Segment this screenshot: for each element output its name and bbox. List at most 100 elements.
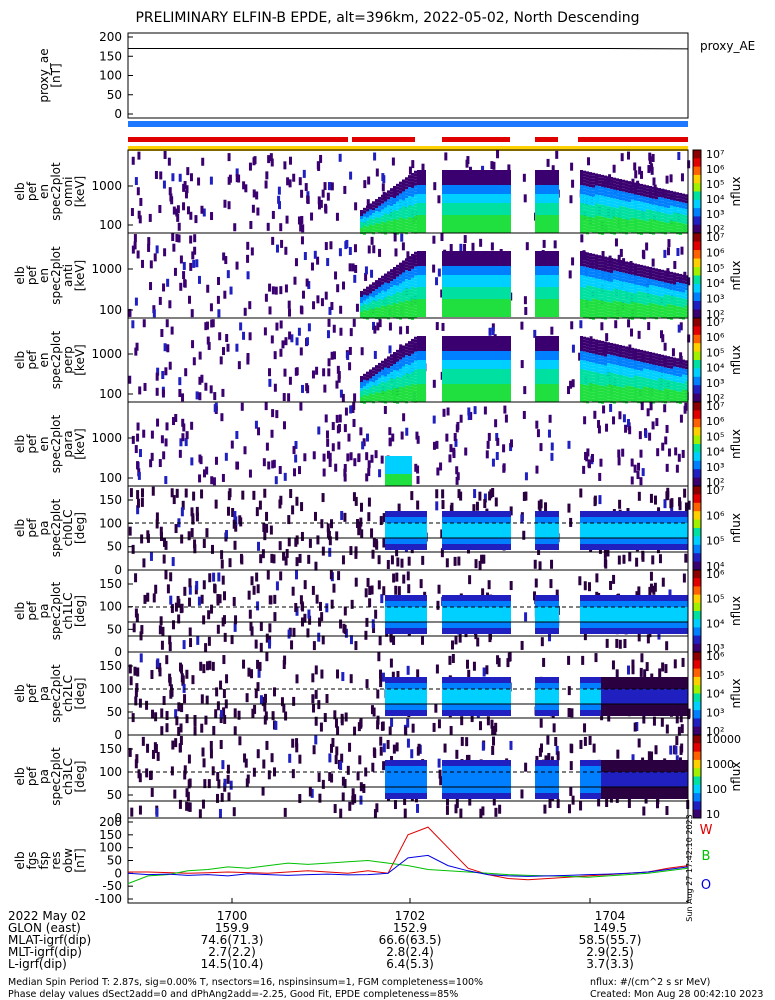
spectrogram-pixel: [402, 372, 405, 376]
spectrogram-pixel: [607, 176, 610, 180]
spectrogram-pixel: [682, 223, 685, 227]
spectrogram-pixel: [661, 287, 664, 291]
spectrogram-pixel: [580, 230, 583, 233]
spectrogram-pixel: [631, 217, 634, 221]
spectrogram-pixel: [411, 208, 414, 212]
spectrogram-pixel: [525, 242, 529, 251]
spectrogram-pixel: [661, 305, 664, 309]
spectrogram-pixel: [487, 302, 490, 305]
spectrogram-pixel: [481, 266, 484, 269]
spectrogram-pixel: [451, 390, 454, 393]
spectrogram-pixel: [472, 339, 475, 342]
spectrogram-pixel: [337, 370, 341, 379]
spectrogram-pixel: [553, 263, 556, 266]
spectrogram-pixel: [502, 200, 505, 203]
spectrogram-pixel: [411, 199, 414, 203]
spectrogram-pixel: [378, 371, 381, 375]
spectrogram-pixel: [631, 220, 634, 224]
spectrogram-pixel: [631, 196, 634, 200]
spectrogram-pixel: [445, 191, 448, 194]
spectrogram-pixel: [457, 387, 460, 390]
spectrogram-pixel: [402, 354, 405, 358]
spectrogram-pixel: [405, 288, 408, 292]
spectrogram-pixel: [496, 218, 499, 221]
spectrogram-pixel: [490, 399, 493, 402]
spectrogram-pixel: [381, 278, 384, 282]
spectrogram-pixel: [538, 257, 541, 260]
spectrogram-pixel: [396, 300, 399, 304]
spectrogram-pixel: [417, 194, 420, 197]
spectrogram-pixel: [679, 225, 682, 229]
spectrogram-pixel: [658, 311, 661, 315]
spectrogram-pixel: [469, 378, 472, 381]
spectrogram-pixel: [589, 265, 592, 269]
spectrogram-pixel: [481, 369, 484, 372]
spectrogram-pixel: [399, 265, 402, 269]
spectrogram-pixel: [502, 390, 505, 393]
spectrogram-pixel: [445, 188, 448, 191]
spectrogram-pixel: [378, 217, 381, 221]
spectrogram-pixel: [408, 277, 411, 281]
spectrogram-pixel: [646, 275, 649, 279]
panel-ylabel-pa_0: elb: [13, 519, 27, 537]
spectrogram-pixel: [676, 222, 679, 226]
spectrogram-pixel: [487, 339, 490, 342]
spectrogram-pixel: [604, 286, 607, 290]
spectrogram-pixel: [634, 272, 637, 276]
spectrogram-pixel: [192, 357, 196, 366]
spectrogram-pixel: [414, 299, 417, 303]
spectrogram-pixel: [451, 369, 454, 372]
spectrogram-pixel: [478, 351, 481, 354]
spectrogram-pixel: [544, 212, 547, 215]
spectrogram-pixel: [508, 182, 511, 185]
spectrogram-pixel: [445, 293, 448, 296]
spectrogram-pixel: [472, 308, 475, 311]
spectrogram-pixel: [366, 301, 369, 305]
spectrogram-pixel: [451, 296, 454, 299]
spectrogram-pixel: [408, 280, 411, 284]
spectrogram-pixel: [547, 170, 550, 173]
spectrogram-pixel: [405, 346, 408, 350]
spectrogram-pixel: [442, 381, 445, 384]
spectrogram-pixel: [405, 352, 408, 356]
spectrogram-pixel: [451, 215, 454, 218]
spectrogram-pixel: [535, 209, 538, 212]
spectrogram-pixel: [217, 276, 221, 285]
spectrogram-pixel: [463, 209, 466, 212]
spectrogram-pixel: [547, 299, 550, 302]
spectrogram-pixel: [625, 264, 628, 268]
spectrogram-pixel: [387, 277, 390, 281]
spectrogram-pixel: [360, 391, 363, 394]
spectrogram-pixel: [225, 334, 229, 343]
spectrogram-pixel: [189, 211, 193, 220]
spectrogram-pixel: [414, 293, 417, 297]
spectrogram-pixel: [454, 251, 457, 254]
spectrogram-pixel: [613, 204, 616, 208]
spectrogram-pixel: [451, 185, 454, 188]
spectrogram-pixel: [640, 276, 643, 280]
spectrogram-pixel: [523, 296, 527, 305]
spectrogram-pixel: [592, 274, 595, 278]
spectrogram-pixel: [625, 222, 628, 226]
spectrogram-pixel: [466, 173, 469, 176]
spectrogram-pixel: [502, 396, 505, 399]
spectrogram-pixel: [541, 191, 544, 194]
spectrogram-pixel: [655, 283, 658, 287]
spectrogram-pixel: [396, 309, 399, 313]
panel-ylabel-spec_en_1: en: [37, 184, 51, 199]
spectrogram-pixel: [405, 294, 408, 298]
panel-ylabel-spec_en_3: perp: [61, 346, 75, 374]
spectrogram-pixel: [423, 284, 426, 287]
spectrogram-pixel: [666, 247, 670, 256]
spectrogram-pixel: [628, 229, 631, 233]
spectrogram-pixel: [628, 268, 631, 272]
spectrogram-pixel: [454, 173, 457, 176]
spectrogram-pixel: [277, 195, 281, 204]
spectrogram-pixel: [405, 303, 408, 307]
spectrogram-pixel: [472, 287, 475, 290]
spectrogram-pixel: [414, 227, 417, 231]
spectrogram-pixel: [601, 216, 604, 220]
spectrogram-pixel: [553, 200, 556, 203]
spectrogram-pixel: [601, 177, 604, 181]
spectrogram-pixel: [393, 186, 396, 189]
